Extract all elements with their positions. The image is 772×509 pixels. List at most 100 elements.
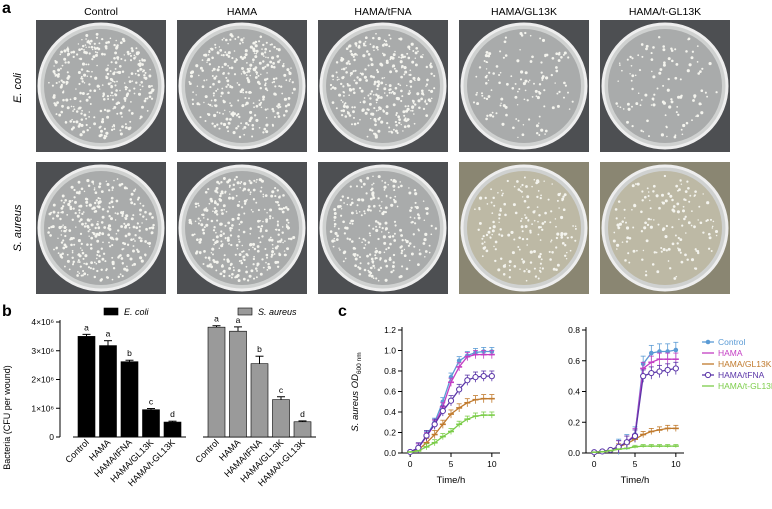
colony [531,223,533,225]
colony [333,237,336,240]
colony [646,223,650,227]
colony [85,38,87,40]
colony [121,248,124,251]
bar [120,361,139,438]
colony [144,210,147,214]
colony [369,209,372,212]
colony [672,205,676,208]
colony [634,74,637,77]
legend-label: HAMA/t-GL13K [718,381,772,391]
colony [249,45,253,49]
colony [490,89,493,91]
data-point [648,369,655,377]
colony [344,115,348,118]
colony [94,191,98,195]
colony [541,267,545,270]
colony [385,195,388,198]
colony [621,220,624,223]
colony [271,81,274,84]
colony [564,254,567,257]
colony [385,264,389,268]
colony [124,85,128,89]
category-label: Control [63,437,91,465]
colony [631,87,634,91]
colony [220,122,223,125]
colony [502,273,506,276]
colony [412,99,415,103]
colony [665,249,668,252]
significance-letter: d [170,409,175,419]
colony [122,105,125,108]
colony [55,81,58,85]
colony [139,84,141,86]
colony [522,260,526,264]
colony [346,71,348,73]
colony [212,94,215,97]
colony [428,251,431,254]
colony [119,111,123,115]
colony [203,226,206,229]
colony [222,54,225,57]
colony [646,119,649,123]
colony [253,106,255,108]
colony [103,53,106,56]
colony [213,76,217,80]
colony [259,241,262,244]
colony [101,232,105,236]
colony [231,196,235,200]
colony [388,34,391,37]
colony [231,272,234,276]
colony [105,276,109,279]
colony [269,236,272,239]
colony [108,241,110,244]
colony [651,97,655,101]
colony [137,250,140,253]
colony [514,211,518,215]
colony [224,236,227,240]
colony [71,251,74,254]
colony [523,199,527,203]
colony [120,211,123,215]
colony [529,231,532,234]
colony [384,181,387,184]
colony [80,77,83,80]
colony [555,246,558,249]
colony [86,129,89,132]
colony [216,213,219,216]
colony [144,76,148,80]
colony [227,65,229,67]
colony [250,209,253,211]
colony [400,123,402,126]
colony [96,239,100,243]
colony [119,273,122,276]
colony [288,71,292,75]
colony [259,190,262,193]
colony [656,270,660,274]
colony [425,114,429,117]
colony [420,89,424,93]
colony [78,82,81,86]
colony [281,92,284,95]
colony [130,101,132,103]
colony [377,237,380,241]
colony [417,79,420,81]
colony [340,208,343,210]
colony [81,212,84,216]
colony [80,112,83,115]
colony [201,213,205,217]
colony [239,182,242,185]
colony [205,223,209,227]
colony [238,115,241,119]
colony [247,123,250,126]
agar-surface [185,171,299,285]
colony [686,258,689,261]
legend-swatch [103,307,119,316]
colony [366,254,369,258]
colony [64,61,67,64]
colony [694,248,697,251]
colony [353,122,357,126]
colony [494,248,497,251]
colony [129,59,133,62]
colony [422,200,425,202]
colony [227,42,229,45]
